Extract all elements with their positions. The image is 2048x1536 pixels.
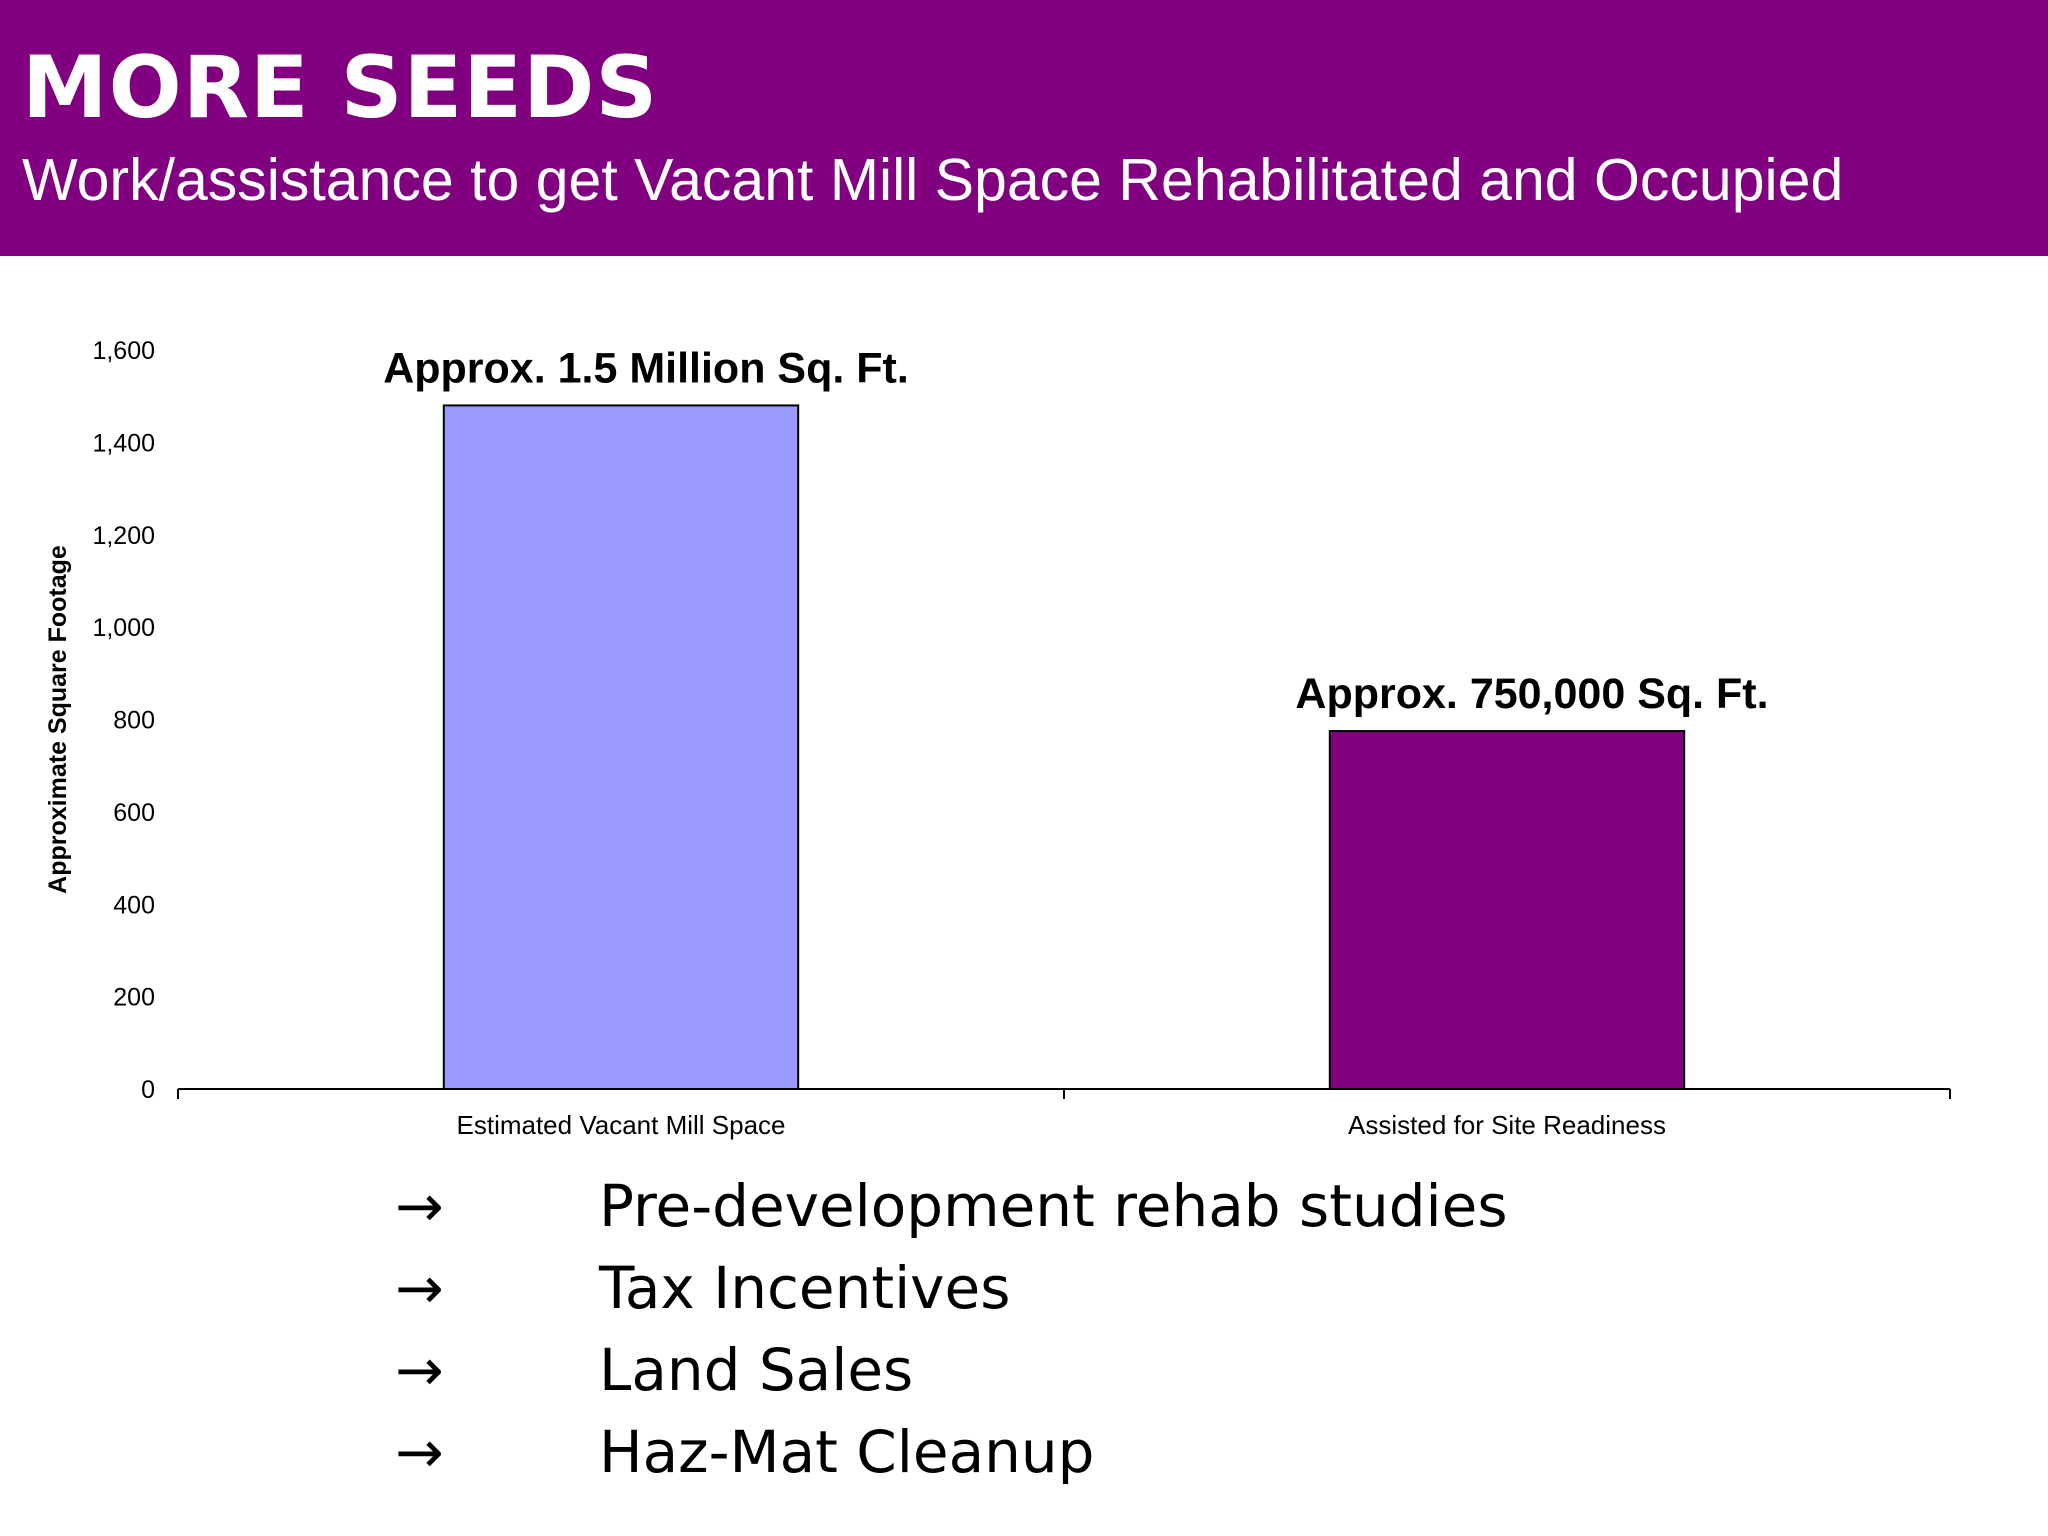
- y-tick-label: 1,400: [92, 429, 155, 457]
- y-tick-label: 1,600: [92, 337, 155, 365]
- data-label: Approx. 1.5 Million Sq. Ft.: [383, 344, 909, 392]
- y-tick-label: 0: [141, 1076, 155, 1104]
- header-banner: MORE SEEDS Work/assistance to get Vacant…: [0, 0, 2048, 256]
- y-tick-label: 1,200: [92, 522, 155, 550]
- x-tick-label: Assisted for Site Readiness: [1348, 1110, 1666, 1140]
- bullet-text: Tax Incentives: [599, 1254, 1011, 1322]
- arrow-right-icon: →: [395, 1336, 444, 1404]
- arrow-right-icon: →: [395, 1418, 444, 1486]
- arrow-right-icon: →: [395, 1254, 444, 1322]
- bullet-item: → Tax Incentives: [395, 1247, 1695, 1329]
- y-tick-label: 1,000: [92, 614, 155, 642]
- x-tick-label: Estimated Vacant Mill Space: [457, 1110, 786, 1140]
- bullet-item: → Haz-Mat Cleanup: [395, 1411, 1695, 1493]
- arrow-right-icon: →: [395, 1172, 444, 1240]
- y-tick-label: 800: [113, 707, 155, 735]
- bullet-text: Pre-development rehab studies: [599, 1172, 1508, 1240]
- y-tick-label: 200: [113, 984, 155, 1012]
- page-title: MORE SEEDS: [22, 38, 659, 138]
- bar-chart: Approximate Square Footage 0 200 400 600 800 1…: [44, 337, 1951, 1140]
- bullet-text: Haz-Mat Cleanup: [599, 1418, 1095, 1486]
- page-subtitle: Work/assistance to get Vacant Mill Space…: [22, 147, 1844, 213]
- bullet-text: Land Sales: [599, 1336, 914, 1404]
- bar-1: [442, 404, 800, 1091]
- y-tick-label: 400: [113, 891, 155, 919]
- bullet-item: → Pre-development rehab studies: [395, 1165, 1695, 1247]
- y-axis-title: Approximate Square Footage: [44, 545, 72, 894]
- bar-2: [1328, 730, 1686, 1090]
- bullet-item: → Land Sales: [395, 1329, 1695, 1411]
- y-tick-label: 600: [113, 799, 155, 827]
- bullet-list: → Pre-development rehab studies → Tax In…: [395, 1165, 1695, 1493]
- data-label: Approx. 750,000 Sq. Ft.: [1295, 670, 1768, 718]
